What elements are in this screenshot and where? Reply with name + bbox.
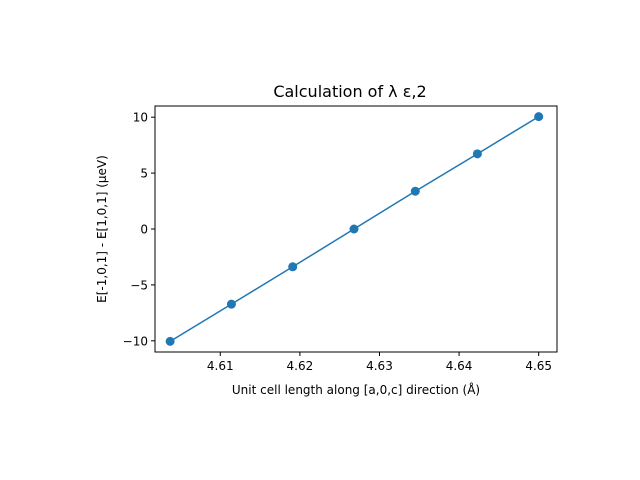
data-point [534,112,544,122]
chart-title: Calculation of λ ε,2 [273,82,426,101]
y-tick-label: −10 [123,334,148,348]
x-tick-label: 4.63 [366,359,393,373]
data-point [288,262,298,272]
y-tick-label: 5 [140,167,148,181]
x-tick-label: 4.61 [207,359,234,373]
x-tick-label: 4.62 [287,359,314,373]
x-axis-label: Unit cell length along [a,0,c] direction… [232,382,480,397]
plot-area [165,112,544,346]
y-axis-label: E[-1,0,1] - E[1,0,1] (μeV) [95,155,109,303]
x-tick-label: 4.65 [525,359,552,373]
y-tick-label: 0 [140,223,148,237]
data-point [410,186,420,196]
y-tick-label: 10 [133,111,148,125]
x-tick-label: 4.64 [446,359,473,373]
data-point [226,299,236,309]
data-point [349,224,359,234]
axis-ticks: 4.61 4.62 4.63 4.64 4.65 −10 −5 0 5 10 [123,111,552,373]
data-point [472,149,482,159]
y-tick-label: −5 [130,278,148,292]
data-point [165,336,175,346]
axes-frame [154,105,558,353]
